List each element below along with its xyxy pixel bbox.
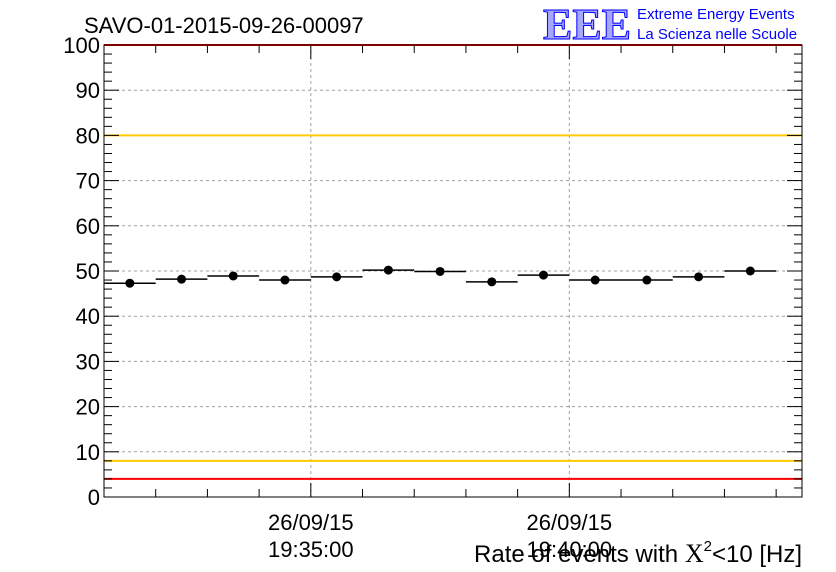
- data-point: [487, 277, 497, 287]
- y-tick-label: 0: [88, 485, 100, 510]
- x-tick-label-date: 26/09/15: [268, 510, 354, 535]
- data-point: [125, 278, 135, 288]
- x-axis-label-prefix: Rate of events with: [474, 541, 685, 568]
- data-series: [104, 265, 777, 288]
- data-point: [228, 271, 238, 281]
- x-tick-label-date: 26/09/15: [527, 510, 613, 535]
- x-axis-label-sup: 2: [704, 538, 712, 555]
- tick-labels: 010203040506070809010026/09/1519:35:0026…: [63, 33, 612, 562]
- data-point: [538, 270, 548, 280]
- data-point: [383, 265, 393, 275]
- data-point: [694, 272, 704, 282]
- y-tick-label: 60: [76, 214, 100, 239]
- reference-lines: [104, 44, 802, 480]
- x-tick-label-time: 19:40:00: [527, 537, 613, 562]
- y-tick-label: 20: [76, 395, 100, 420]
- x-axis-label-symbol: X: [685, 539, 704, 568]
- data-point: [745, 266, 755, 276]
- data-point: [642, 275, 652, 285]
- logo-eee: EEE: [543, 0, 631, 49]
- y-tick-label: 70: [76, 169, 100, 194]
- y-tick-label: 30: [76, 349, 100, 374]
- logo-line-2: La Scienza nelle Scuole: [637, 26, 797, 43]
- data-point: [332, 272, 342, 282]
- data-point: [280, 275, 290, 285]
- x-axis-label: Rate of events with X2<10 [Hz]: [474, 538, 802, 568]
- logo-line-1: Extreme Energy Events: [637, 6, 795, 23]
- y-tick-label: 90: [76, 78, 100, 103]
- data-point: [177, 274, 187, 284]
- y-tick-label: 80: [76, 123, 100, 148]
- y-tick-label: 50: [76, 259, 100, 284]
- x-tick-label-time: 19:35:00: [268, 537, 354, 562]
- y-tick-label: 40: [76, 304, 100, 329]
- data-point: [435, 266, 445, 276]
- y-tick-label: 10: [76, 440, 100, 465]
- x-axis-label-suffix: <10 [Hz]: [712, 541, 802, 568]
- axis-ticks: [103, 44, 802, 498]
- chart-title: SAVO-01-2015-09-26-00097: [84, 13, 364, 38]
- data-point: [590, 275, 600, 285]
- y-tick-label: 100: [63, 33, 100, 58]
